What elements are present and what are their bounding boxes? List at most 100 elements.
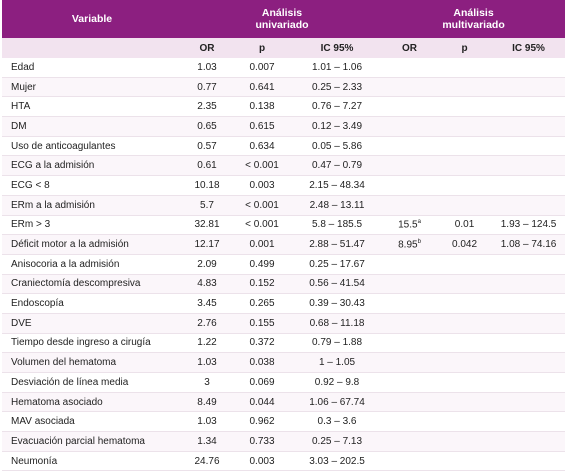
value-cell: 0.265 <box>232 293 292 314</box>
empty-cell <box>437 96 493 118</box>
value-cell: 4.83 <box>182 274 232 295</box>
table-row: ECG a la admisión 0.61 < 0.001 0.47 – 0.79 <box>2 155 566 177</box>
empty-cell <box>437 451 493 471</box>
variable-cell: ERm a la admisión <box>2 195 182 216</box>
table-row: Volumen del hematoma 1.03 0.038 1 – 1.05 <box>2 352 566 373</box>
table-row: ECG < 8 10.18 0.003 2.15 – 48.34 <box>2 175 566 196</box>
empty-cell <box>437 293 493 314</box>
variable-cell: ERm > 3 <box>2 215 182 236</box>
value-cell: 12.17 <box>182 234 232 255</box>
header-row: Variable Análisis univariado Análisis mu… <box>2 0 566 38</box>
empty-cell <box>437 58 493 78</box>
value-cell: 0.733 <box>232 431 292 452</box>
variable-cell: Craniectomía descompresiva <box>2 274 182 295</box>
value-cell: 0.007 <box>232 58 292 78</box>
value-cell: 0.65 <box>182 116 232 137</box>
value-cell: 1.03 <box>182 58 232 78</box>
empty-cell <box>382 96 438 118</box>
table-row: Hematoma asociado 8.49 0.044 1.06 – 67.74 <box>2 392 566 413</box>
table-row: DM 0.65 0.615 0.12 – 3.49 <box>2 116 566 137</box>
empty-cell <box>437 431 493 452</box>
empty-cell <box>492 77 566 98</box>
empty-cell <box>492 352 566 373</box>
value-cell: 2.48 – 13.11 <box>292 195 383 216</box>
empty-cell <box>382 293 438 314</box>
variable-cell: Hematoma asociado <box>2 392 182 413</box>
empty-cell <box>437 372 493 393</box>
empty-cell <box>382 77 438 98</box>
empty-cell <box>437 77 493 98</box>
value-cell: 2.15 – 48.34 <box>292 175 383 196</box>
table-row: Uso de anticoagulantes 0.57 0.634 0.05 – 5.… <box>2 136 566 157</box>
empty-cell <box>437 392 493 413</box>
subheader-cell: OR <box>182 38 232 58</box>
table-row: Edad 1.03 0.007 1.01 – 1.06 <box>2 58 566 78</box>
empty-cell <box>382 411 438 433</box>
empty-cell <box>492 333 566 354</box>
value-cell: 0.615 <box>232 116 292 137</box>
empty-cell <box>382 352 438 373</box>
value-cell: 1.06 – 67.74 <box>292 392 383 413</box>
value-text: 15.5 <box>398 219 418 231</box>
subheader-cell: OR <box>382 38 438 58</box>
empty-cell <box>492 411 566 433</box>
empty-cell <box>382 175 438 196</box>
variable-cell: Desviación de línea media <box>2 372 182 393</box>
footnote-mark: b <box>417 238 421 245</box>
table-row: Evacuación parcial hematoma 1.34 0.733 0.25… <box>2 431 566 452</box>
value-cell: 1.08 – 74.16 <box>492 234 566 255</box>
value-cell: 3 <box>182 372 232 393</box>
table-row: DVE 2.76 0.155 0.68 – 11.18 <box>2 313 566 334</box>
table-row: Anisocoria a la admisión 2.09 0.499 0.25 – … <box>2 254 566 275</box>
variable-cell: Déficit motor a la admisión <box>2 234 182 255</box>
empty-cell <box>382 372 438 393</box>
value-cell: 1.01 – 1.06 <box>292 58 383 78</box>
value-cell: < 0.001 <box>232 195 292 216</box>
value-cell: 0.001 <box>232 234 292 255</box>
table-row: Desviación de línea media 3 0.069 0.92 – 9.… <box>2 372 566 393</box>
empty-cell <box>382 451 438 471</box>
variable-cell: Evacuación parcial hematoma <box>2 431 182 452</box>
empty-cell <box>437 116 493 137</box>
value-cell: 1.93 – 124.5 <box>492 215 566 236</box>
table-row: Craniectomía descompresiva 4.83 0.152 0.56 … <box>2 274 566 295</box>
value-cell: 2.76 <box>182 313 232 334</box>
subheader-cell: p <box>437 38 493 58</box>
value-cell: 8.95b <box>382 234 438 255</box>
header-cell: Análisis univariado <box>182 0 383 38</box>
empty-cell <box>382 254 438 275</box>
empty-cell <box>492 293 566 314</box>
value-cell: 0.042 <box>437 234 493 255</box>
value-cell: 3.45 <box>182 293 232 314</box>
table-row: Tiempo desde ingreso a cirugía 1.22 0.372 0… <box>2 333 566 354</box>
value-cell: 1.22 <box>182 333 232 354</box>
value-cell: 3.03 – 202.5 <box>292 451 383 471</box>
value-cell: 0.3 – 3.6 <box>292 411 383 433</box>
empty-cell <box>492 96 566 118</box>
value-text: 8.95 <box>398 239 418 251</box>
empty-cell <box>492 155 566 177</box>
value-cell: 0.962 <box>232 411 292 433</box>
table-row: MAV asociada 1.03 0.962 0.3 – 3.6 <box>2 411 566 433</box>
subheader-cell: IC 95% <box>492 38 566 58</box>
value-cell: 24.76 <box>182 451 232 471</box>
empty-cell <box>382 116 438 137</box>
empty-cell <box>492 313 566 334</box>
subheader-cell: p <box>232 38 292 58</box>
variable-cell: Mujer <box>2 77 182 98</box>
header-cell: Análisis multivariado <box>382 0 566 38</box>
table-row: Mujer 0.77 0.641 0.25 – 2.33 <box>2 77 566 98</box>
variable-cell: ECG a la admisión <box>2 155 182 177</box>
subheader-cell <box>2 38 182 58</box>
value-cell: 8.49 <box>182 392 232 413</box>
variable-cell: Anisocoria a la admisión <box>2 254 182 275</box>
empty-cell <box>492 392 566 413</box>
empty-cell <box>382 155 438 177</box>
empty-cell <box>382 313 438 334</box>
empty-cell <box>382 431 438 452</box>
value-cell: 0.05 – 5.86 <box>292 136 383 157</box>
empty-cell <box>492 195 566 216</box>
empty-cell <box>492 274 566 295</box>
